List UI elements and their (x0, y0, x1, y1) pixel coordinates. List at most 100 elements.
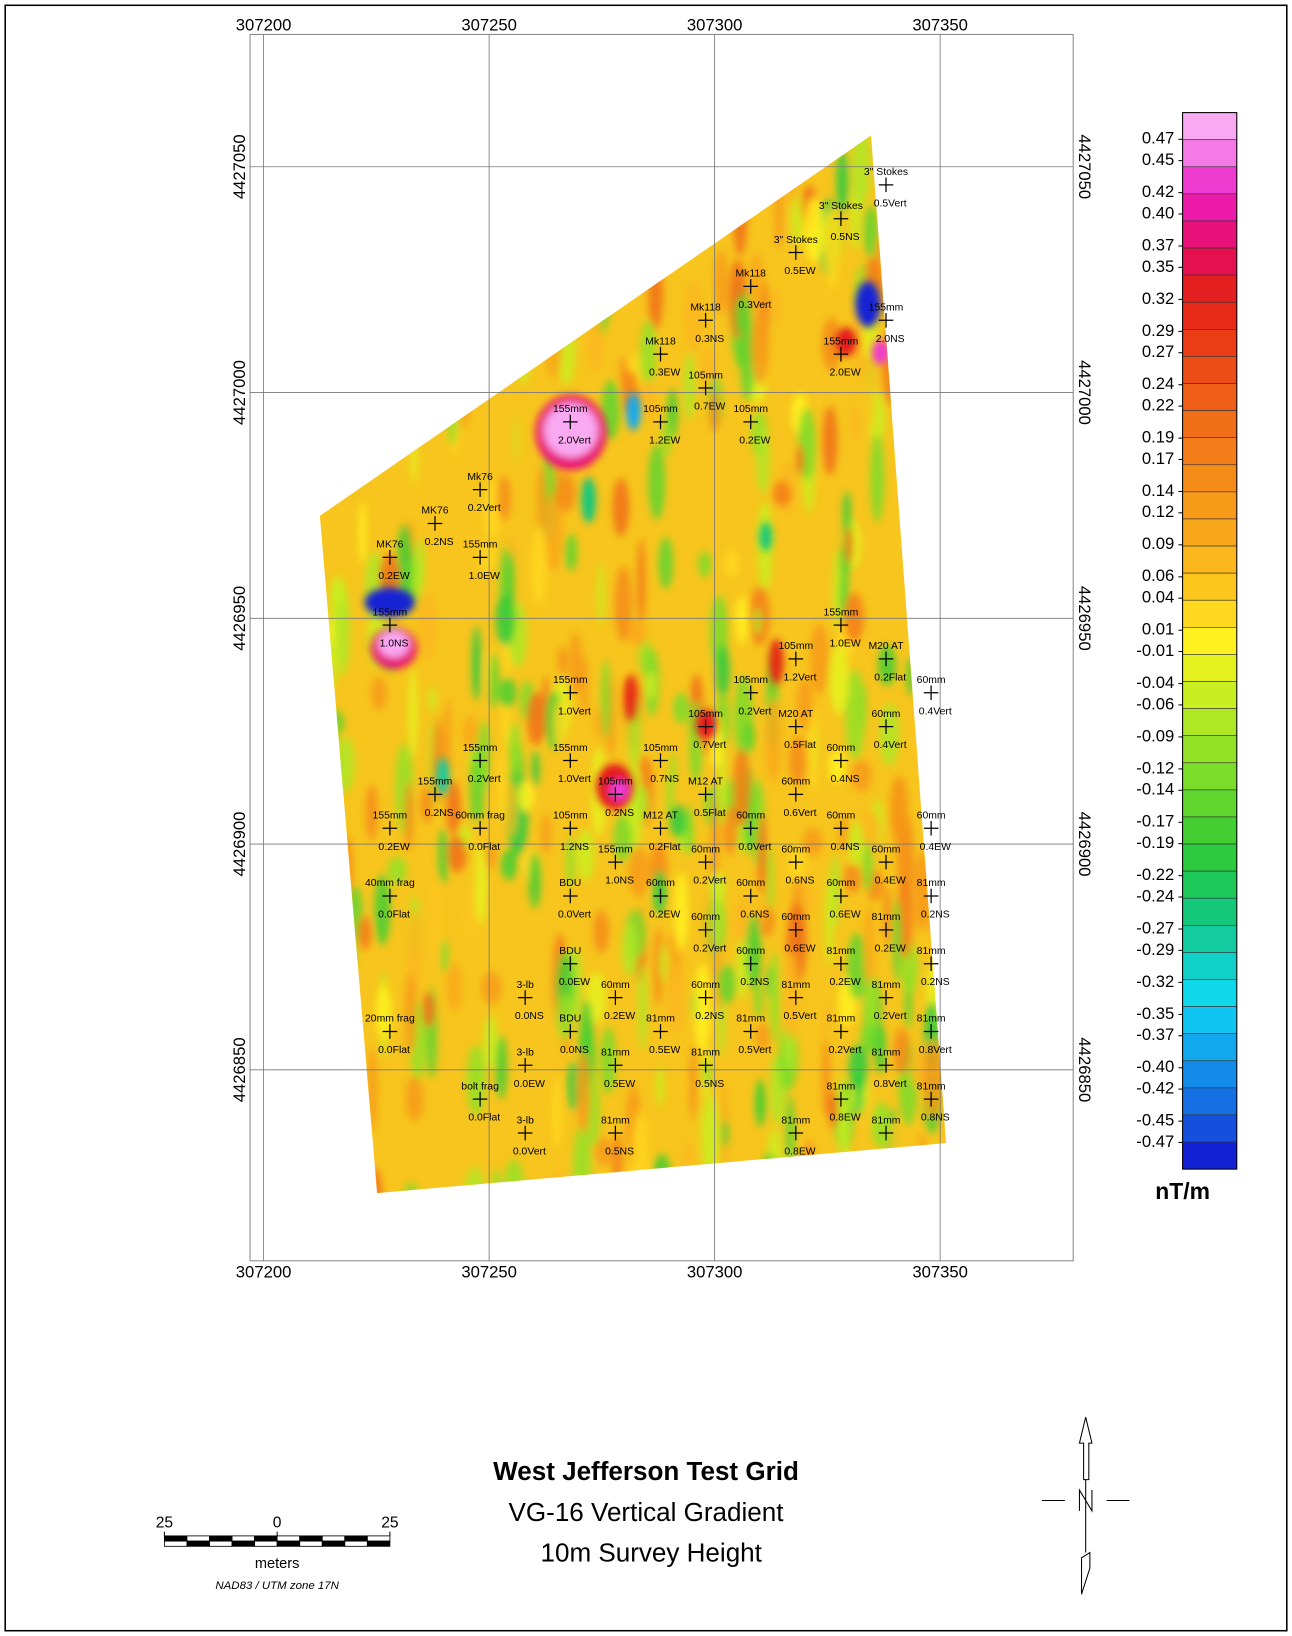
field-streak (497, 476, 511, 521)
target-name: 81mm (781, 1115, 810, 1126)
target-name: bolt frag (461, 1081, 499, 1092)
field-streak (874, 1024, 887, 1074)
target-marker (788, 1125, 804, 1141)
field-streak (526, 691, 545, 746)
colorbar-label: 0.45 (1142, 150, 1174, 169)
target-marker (382, 550, 398, 565)
colorbar-label: 0.37 (1142, 235, 1174, 254)
field-streak (661, 420, 672, 458)
field-streak (844, 526, 854, 564)
target-name: 105mm (688, 709, 723, 720)
field-streak (802, 828, 823, 856)
field-streak (543, 493, 564, 572)
field-streak (808, 707, 819, 792)
field-streak (733, 747, 751, 827)
target-marker (563, 820, 578, 836)
field-streak (843, 592, 865, 643)
target-marker (878, 177, 894, 193)
field-streak (471, 626, 482, 701)
target-orientation: 0.2Vert (874, 1011, 907, 1022)
field-streak (483, 844, 497, 870)
target-name: 155mm (553, 404, 588, 415)
scale-segment (276, 1535, 301, 1542)
field-streak (722, 1119, 729, 1147)
field-streak (652, 869, 667, 915)
color-cell (1182, 843, 1238, 872)
target-marker (608, 854, 623, 870)
field-streak (405, 1076, 424, 1121)
y-tick-label: 4426900 (230, 812, 249, 877)
target-orientation: 0.8NS (921, 1113, 950, 1124)
color-cell (1182, 979, 1238, 1007)
field-streak (422, 991, 435, 1028)
field-streak (568, 632, 583, 696)
field-streak (870, 434, 885, 523)
scale-segment (254, 1535, 278, 1542)
target-orientation: 1.0Vert (558, 774, 591, 785)
field-streak (497, 747, 506, 824)
field-streak (825, 876, 834, 967)
target-name: 81mm (872, 980, 901, 991)
target-marker (833, 346, 849, 362)
target-name: BDU (559, 878, 581, 889)
target-orientation: 0.2Vert (829, 1045, 862, 1056)
field-streak (735, 295, 751, 335)
target-orientation: 0.6NS (786, 876, 815, 887)
field-streak (863, 905, 875, 985)
target-name: 60mm (691, 912, 720, 923)
field-streak (810, 623, 829, 694)
field-streak (375, 984, 392, 1040)
field-streak (379, 553, 400, 600)
field-streak (601, 659, 611, 739)
field-streak (755, 1022, 772, 1050)
field-streak (576, 1050, 591, 1134)
target-marker (743, 956, 759, 972)
colorbar-label: -0.29 (1136, 940, 1174, 959)
target-marker (833, 753, 849, 768)
field-streak (847, 932, 868, 1000)
color-cell (1182, 220, 1238, 249)
field-streak (586, 971, 606, 1024)
field-streak (804, 197, 825, 263)
field-streak (565, 836, 576, 889)
target-orientation: 0.4EW (875, 876, 906, 887)
field-streak (336, 585, 350, 676)
target-marker (563, 888, 578, 904)
colorbar-label: 0.24 (1142, 374, 1174, 393)
field-streak (365, 784, 378, 841)
field-streak (689, 1044, 697, 1120)
field-streak (722, 806, 739, 855)
target-orientation: 0.4NS (831, 774, 860, 785)
color-cell (1182, 545, 1238, 574)
target-orientation: 2.0EW (829, 368, 860, 379)
target-name: M12 AT (643, 811, 679, 822)
target-marker (878, 719, 894, 734)
x-tick-label: 307350 (912, 1263, 968, 1282)
field-streak (495, 1035, 508, 1099)
field-streak (653, 927, 663, 1007)
target-marker (923, 956, 939, 972)
colorbar-label: 0.35 (1142, 257, 1174, 276)
field-streak (464, 1167, 485, 1194)
scale-segment (276, 1540, 301, 1547)
y-tick-label: 4426850 (1075, 1037, 1094, 1102)
colorbar-label: -0.19 (1136, 833, 1174, 852)
color-cell (1182, 1087, 1238, 1116)
target-marker (698, 312, 713, 328)
target-orientation: 0.8EW (829, 1113, 860, 1124)
colorbar-label: -0.22 (1136, 865, 1174, 884)
colorbar-label: -0.06 (1136, 694, 1174, 713)
field-streak (751, 306, 769, 386)
colorbar-label: 0.22 (1142, 395, 1174, 414)
target-orientation: 0.2EW (739, 435, 770, 446)
color-cell (1182, 112, 1238, 141)
scale-segment (209, 1540, 233, 1547)
target-name: 60mm (736, 811, 765, 822)
target-orientation: 0.3EW (649, 368, 680, 379)
target-orientation: 0.5Flat (784, 740, 816, 751)
target-name: 105mm (643, 404, 678, 415)
field-streak (508, 781, 517, 836)
color-cell (1182, 139, 1238, 168)
target-name: 155mm (869, 303, 904, 314)
